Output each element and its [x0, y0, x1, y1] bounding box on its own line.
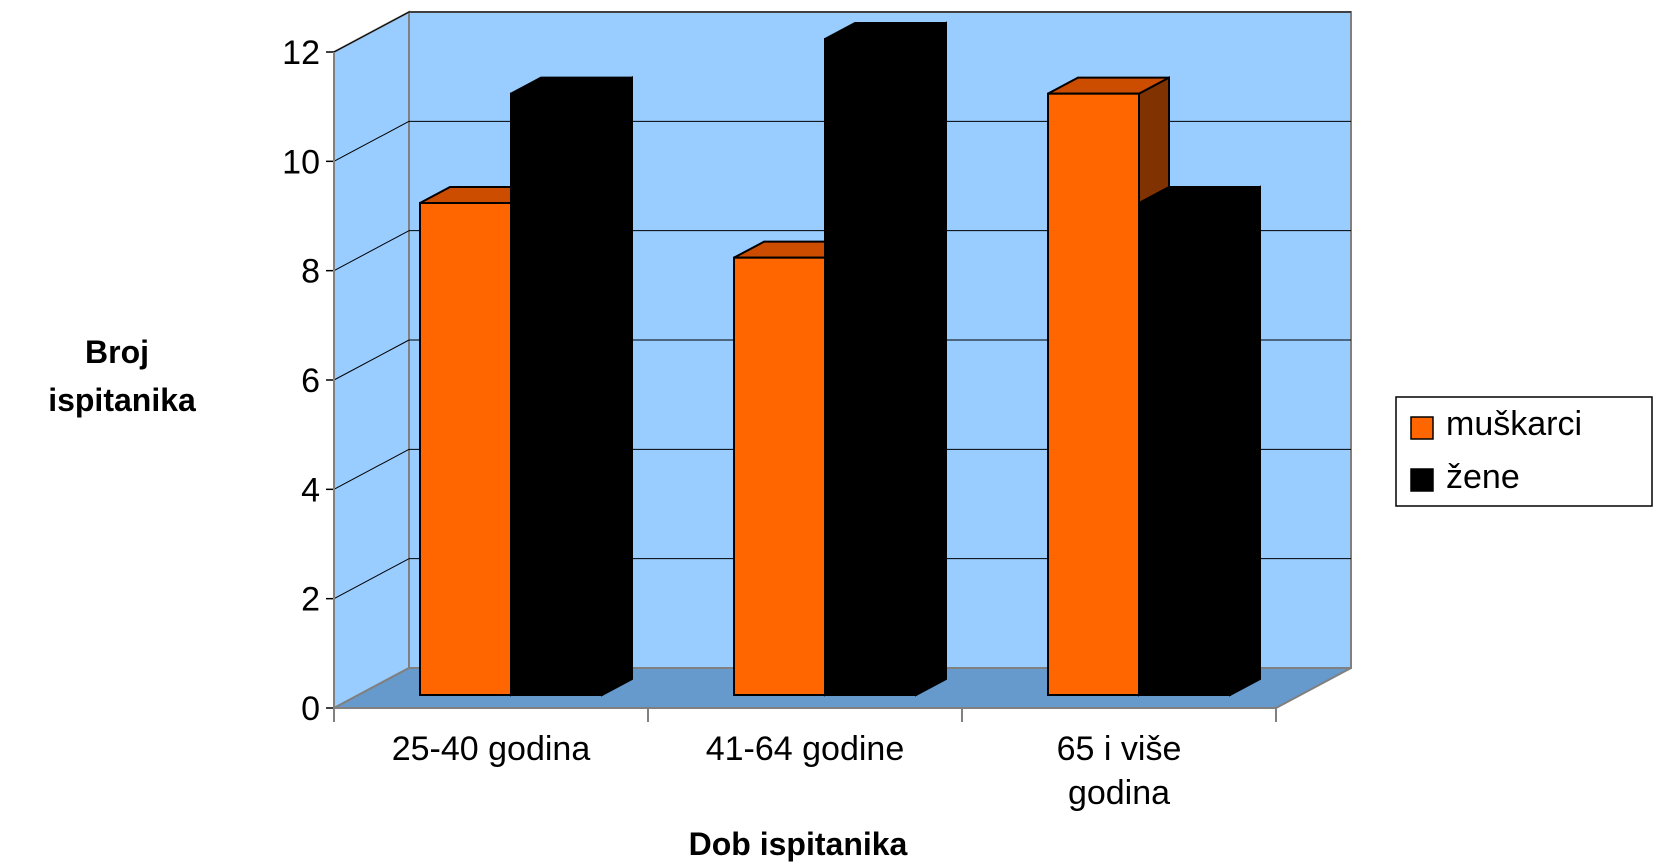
legend-label-muskarci: muškarci [1446, 405, 1582, 443]
y-tick-label: 10 [282, 143, 320, 181]
bar-side [601, 75, 633, 697]
x-tick-label: 41-64 godine [706, 730, 905, 768]
gridline-side [333, 448, 410, 490]
x-axis-title: Dob ispitanika [689, 826, 908, 862]
bar-side [915, 21, 947, 697]
gridline-side [333, 558, 410, 600]
bars-group [419, 21, 1261, 697]
gridline-side [333, 120, 410, 162]
y-tick-label: 6 [301, 362, 320, 400]
gridline-side [333, 339, 410, 381]
bar-front [1138, 202, 1231, 696]
y-tick-label: 4 [301, 471, 320, 509]
x-tick-label: godina [1068, 774, 1170, 812]
x-axis-ticks: 25-40 godina 41-64 godine 65 i više godina [333, 707, 1277, 812]
bar [824, 21, 947, 697]
gridline-side [333, 11, 410, 53]
y-tick-label: 0 [301, 690, 320, 728]
bar-front [510, 92, 603, 696]
legend-swatch-zene [1410, 468, 1434, 492]
bar-front [1047, 92, 1140, 696]
x-tick-label: 65 i više [1057, 730, 1182, 768]
bar-front [733, 256, 826, 696]
bar-side [1229, 185, 1261, 697]
bar [1138, 185, 1261, 697]
bar-front [419, 202, 512, 696]
y-axis-title-line-2: ispitanika [48, 382, 196, 418]
y-tick-label: 12 [282, 34, 320, 72]
gridline-side [333, 230, 410, 272]
legend-label-zene: žene [1446, 458, 1520, 496]
bar-front [824, 38, 917, 696]
legend-box [1395, 396, 1653, 507]
legend: muškarci žene [1395, 396, 1653, 507]
y-tick-label: 2 [301, 581, 320, 619]
y-axis-ticks: 0 2 4 6 8 10 12 [282, 34, 335, 728]
y-axis-title-line-1: Broj [85, 334, 149, 370]
legend-swatch-muskarci [1410, 416, 1434, 440]
bar [510, 75, 633, 697]
y-tick-label: 8 [301, 253, 320, 291]
x-tick-label: 25-40 godina [392, 730, 591, 768]
